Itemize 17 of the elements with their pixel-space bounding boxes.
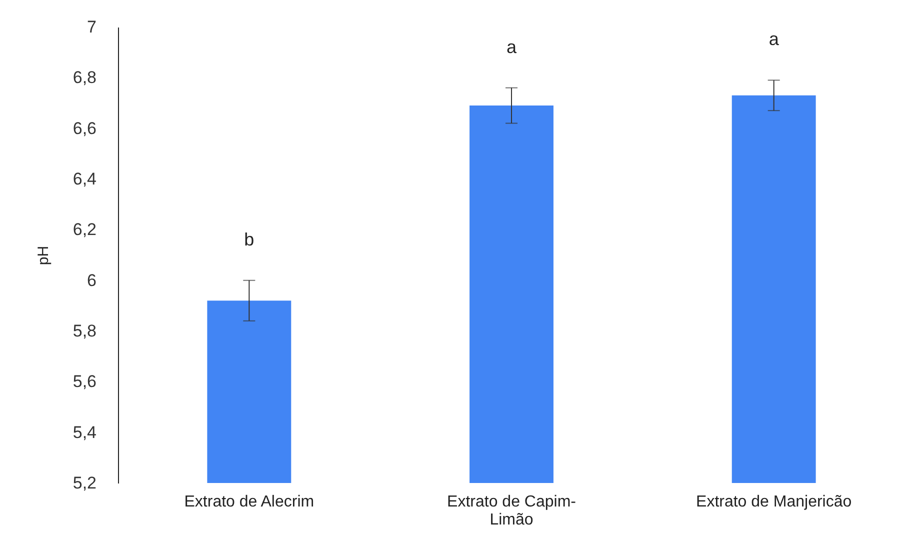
- annotation: b: [244, 229, 254, 250]
- annotation: a: [506, 36, 518, 57]
- y-tick-label: 5,8: [72, 322, 96, 340]
- x-tick-label: Extrato de Manjericão: [696, 494, 852, 510]
- y-tick-label: 5,6: [72, 372, 96, 392]
- y-axis-title: pH: [34, 246, 52, 266]
- y-tick-label: 5,2: [72, 474, 96, 492]
- x-tick-label: Extrato de Capim-Limão: [447, 494, 576, 528]
- x-tick-label: Extrato de Alecrim: [184, 494, 314, 510]
- y-tick-label: 6,8: [72, 68, 96, 88]
- y-tick-label: 5,4: [72, 422, 96, 442]
- y-tick-label: 7: [87, 18, 96, 36]
- y-tick-label: 6,2: [72, 220, 96, 240]
- y-tick-label: 6,4: [72, 170, 96, 188]
- annotation: a: [768, 29, 780, 50]
- y-tick-label: 6: [87, 270, 96, 290]
- y-tick-label: 6,6: [72, 118, 96, 138]
